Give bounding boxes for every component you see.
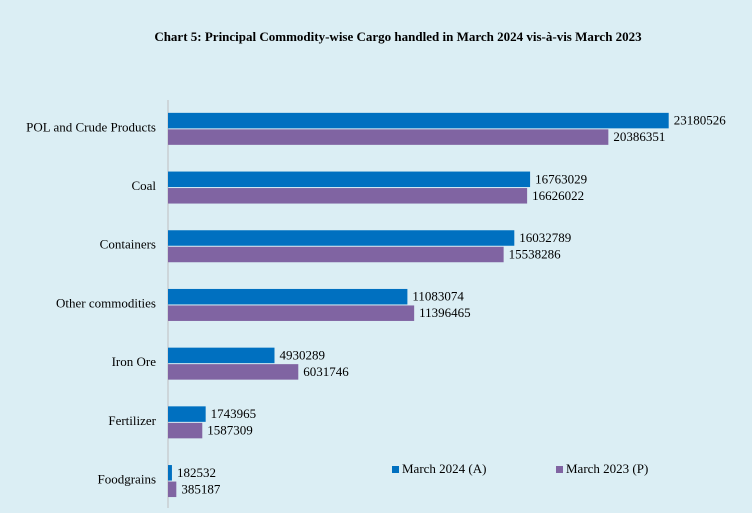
y-tick-label: Containers (100, 237, 156, 252)
y-tick-label: Foodgrains (98, 472, 157, 487)
y-tick-label: Coal (131, 178, 156, 193)
bar (168, 364, 299, 380)
legend-label: March 2023 (P) (566, 461, 648, 476)
bar (168, 171, 531, 188)
bar (168, 288, 408, 305)
bar (168, 188, 528, 204)
value-label: 1743965 (211, 406, 257, 421)
bar (168, 112, 669, 129)
legend-swatch (556, 466, 563, 473)
chart-title: Chart 5: Principal Commodity-wise Cargo … (154, 29, 642, 44)
value-label: 16763029 (535, 171, 587, 186)
value-label: 16032789 (519, 230, 571, 245)
y-tick-label: Other commodities (56, 295, 156, 310)
legend-swatch (392, 466, 399, 473)
legend-label: March 2024 (A) (402, 461, 486, 476)
bar (168, 422, 203, 439)
value-label: 15538286 (509, 246, 561, 261)
bar (168, 230, 515, 246)
value-label: 385187 (181, 481, 221, 496)
bar (168, 347, 275, 364)
y-tick-label: Iron Ore (112, 354, 157, 369)
bar (168, 246, 504, 263)
value-label: 182532 (177, 465, 216, 480)
bar (168, 129, 609, 145)
bar (168, 305, 415, 321)
value-label: 6031746 (303, 364, 349, 379)
value-label: 1587309 (207, 423, 253, 438)
value-label: 16626022 (532, 188, 584, 203)
value-label: 11083074 (412, 289, 464, 304)
value-label: 20386351 (613, 129, 665, 144)
bar (168, 465, 172, 481)
y-tick-label: POL and Crude Products (26, 119, 156, 134)
y-tick-label: Fertilizer (108, 413, 156, 428)
value-label: 11396465 (419, 305, 471, 320)
value-label: 4930289 (279, 347, 325, 362)
value-label: 23180526 (674, 113, 727, 128)
bar (168, 481, 177, 498)
bar (168, 406, 206, 422)
